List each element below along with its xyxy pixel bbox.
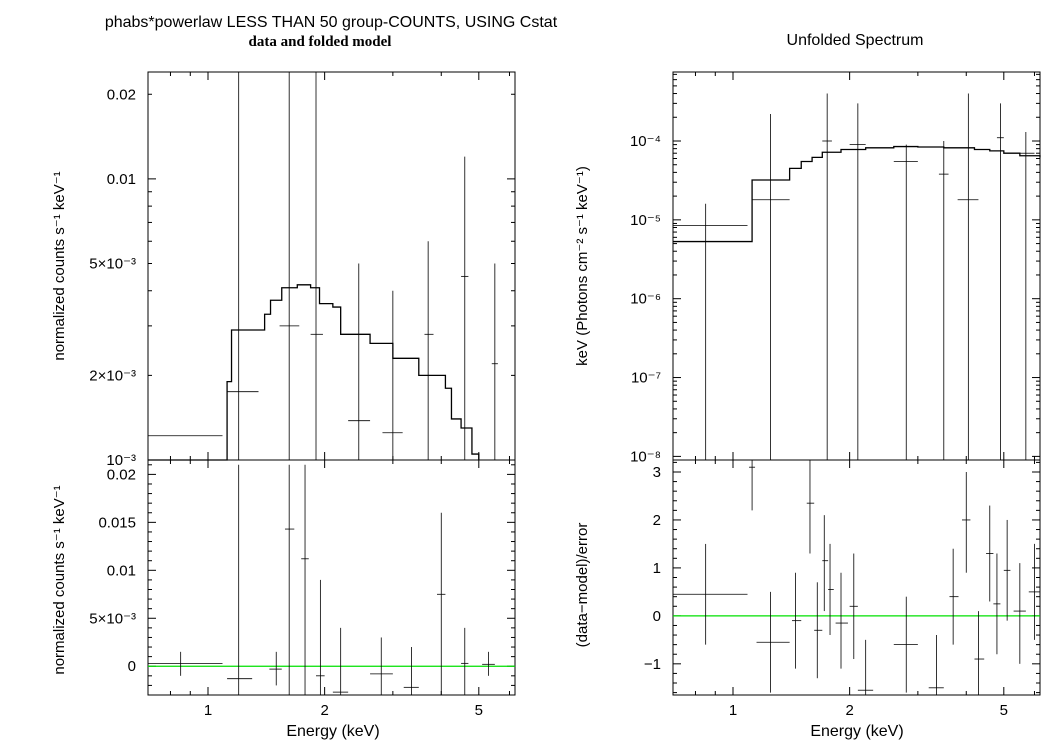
plot-frame bbox=[147, 459, 516, 696]
y-tick-label: 0 bbox=[128, 658, 136, 675]
y-tick-label: −1 bbox=[644, 656, 661, 673]
right-bottom-panel: 1 2 5 −1 0 1 2 3 bbox=[644, 459, 1041, 719]
plot-frame bbox=[147, 71, 516, 461]
model-curve bbox=[673, 145, 1041, 243]
y-tick-label: 2 bbox=[653, 512, 661, 529]
model-curve bbox=[148, 284, 480, 461]
left-title: phabs*powerlaw LESS THAN 50 group-COUNTS… bbox=[105, 14, 558, 31]
left-bottom-panel: 1 2 5 0 5×10⁻³ 0.01 0.015 0.02 bbox=[89, 459, 516, 719]
right-top-panel: 10⁻⁸ 10⁻⁷ 10⁻⁶ 10⁻⁵ 10⁻⁴ bbox=[630, 71, 1041, 465]
y-tick-label: 10⁻³ bbox=[106, 452, 136, 469]
x-tick-label: 5 bbox=[475, 702, 483, 719]
y-tick-label: 0.02 bbox=[107, 466, 136, 483]
plot-frame bbox=[672, 71, 1041, 461]
left-subtitle: data and folded model bbox=[249, 34, 392, 50]
x-tick-label: 2 bbox=[320, 702, 328, 719]
left-top-panel: 10⁻³ 2×10⁻³ 5×10⁻³ 0.01 0.02 bbox=[89, 71, 516, 469]
y-tick-label: 0 bbox=[653, 608, 661, 625]
y-tick-label: 0.02 bbox=[107, 86, 136, 103]
left-ylabel-top: normalized counts s⁻¹ keV⁻¹ bbox=[51, 171, 68, 360]
y-tick-label: 3 bbox=[653, 464, 661, 481]
y-tick-label: 10⁻⁶ bbox=[630, 291, 661, 308]
right-ylabel-bottom: (data−model)/error bbox=[574, 523, 591, 648]
x-tick-label: 1 bbox=[729, 702, 737, 719]
y-tick-label: 10⁻⁵ bbox=[630, 212, 661, 229]
y-tick-label: 2×10⁻³ bbox=[89, 367, 136, 384]
y-tick-label: 5×10⁻³ bbox=[89, 610, 136, 627]
x-tick-label: 5 bbox=[1000, 702, 1008, 719]
y-tick-label: 0.015 bbox=[98, 514, 136, 531]
right-title: Unfolded Spectrum bbox=[787, 32, 924, 49]
right-xlabel: Energy (keV) bbox=[810, 723, 903, 740]
y-tick-label: 10⁻⁴ bbox=[630, 133, 661, 150]
y-tick-label: 5×10⁻³ bbox=[89, 256, 136, 273]
plot-frame bbox=[672, 459, 1041, 696]
y-tick-label: 1 bbox=[653, 560, 661, 577]
left-ylabel-bottom: normalized counts s⁻¹ keV⁻¹ bbox=[51, 485, 68, 674]
y-tick-label: 0.01 bbox=[107, 562, 136, 579]
left-xlabel: Energy (keV) bbox=[286, 723, 379, 740]
y-tick-label: 10⁻⁸ bbox=[630, 448, 661, 465]
x-tick-label: 1 bbox=[204, 702, 212, 719]
y-tick-label: 0.01 bbox=[107, 171, 136, 188]
right-ylabel-top: keV (Photons cm⁻² s⁻¹ keV⁻¹) bbox=[574, 166, 591, 366]
y-tick-label: 10⁻⁷ bbox=[631, 370, 661, 387]
x-tick-label: 2 bbox=[845, 702, 853, 719]
